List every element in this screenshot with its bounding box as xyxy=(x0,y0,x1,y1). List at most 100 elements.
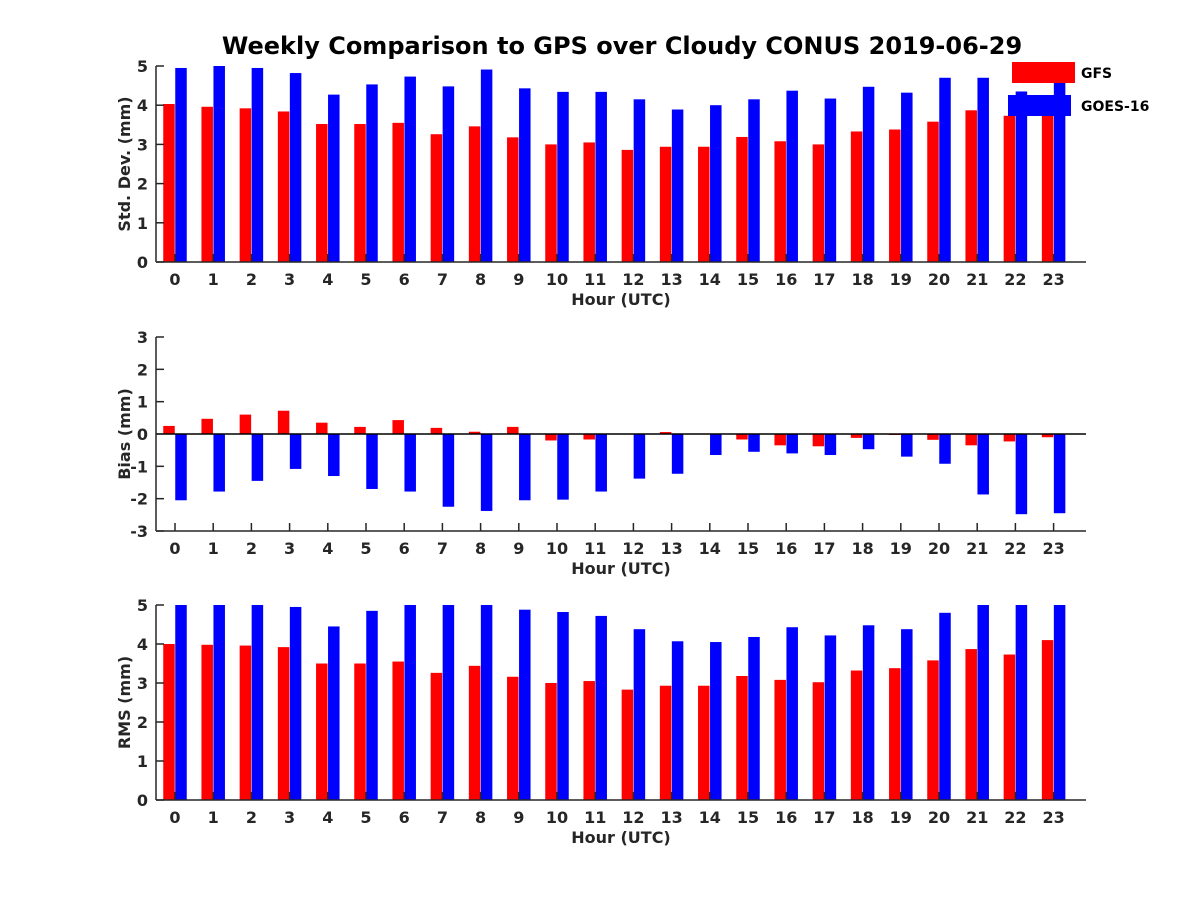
y-tick-label: 1 xyxy=(137,214,148,233)
bar-gfs-23 xyxy=(1041,434,1054,438)
bar-gfs-18 xyxy=(850,434,863,438)
x-tick-label: 18 xyxy=(851,270,873,289)
x-tick-label: 2 xyxy=(246,270,257,289)
bar-goes-16-18 xyxy=(862,434,875,450)
x-tick-label: 21 xyxy=(966,270,988,289)
y-tick-label: 4 xyxy=(137,96,148,115)
x-tick-label: 14 xyxy=(699,539,721,558)
bar-goes-16-9 xyxy=(519,609,531,800)
bar-gfs-6 xyxy=(392,661,404,800)
bar-gfs-23 xyxy=(1041,640,1054,800)
x-tick-label: 9 xyxy=(513,808,524,827)
bar-gfs-19 xyxy=(889,129,901,262)
bar-gfs-21 xyxy=(965,434,977,446)
bar-goes-16-2 xyxy=(251,605,264,800)
y-tick-label: 5 xyxy=(137,57,148,76)
bar-gfs-0 xyxy=(163,644,175,800)
x-tick-label: 2 xyxy=(246,539,257,558)
bar-goes-16-12 xyxy=(633,99,646,262)
bar-gfs-6 xyxy=(392,122,404,262)
bar-gfs-20 xyxy=(927,121,939,262)
bar-gfs-23 xyxy=(1041,115,1054,262)
x-tick-label: 12 xyxy=(622,539,644,558)
x-tick-label: 5 xyxy=(360,539,371,558)
x-tick-label: 16 xyxy=(775,539,797,558)
x-tick-label: 19 xyxy=(890,539,912,558)
bar-goes-16-1 xyxy=(213,605,225,800)
bar-goes-16-13 xyxy=(671,109,684,262)
bar-gfs-21 xyxy=(965,110,977,262)
x-tick-label: 15 xyxy=(737,539,759,558)
bar-goes-16-22 xyxy=(1015,91,1028,262)
x-tick-label: 13 xyxy=(660,808,682,827)
x-tick-label: 7 xyxy=(437,270,448,289)
x-tick-label: 9 xyxy=(513,539,524,558)
y-tick-label: 3 xyxy=(137,135,148,154)
y-tick-label: 0 xyxy=(137,425,148,444)
x-tick-label: 0 xyxy=(169,808,180,827)
bar-goes-16-20 xyxy=(939,612,951,800)
x-tick-label: 12 xyxy=(622,808,644,827)
x-tick-label: 10 xyxy=(546,539,568,558)
bar-goes-16-8 xyxy=(480,434,493,511)
bar-gfs-21 xyxy=(965,649,977,800)
bar-goes-16-23 xyxy=(1053,81,1066,263)
bar-goes-16-16 xyxy=(786,627,798,800)
x-tick-label: 1 xyxy=(208,808,219,827)
x-tick-label: 0 xyxy=(169,539,180,558)
x-axis-label: Hour (UTC) xyxy=(571,559,671,578)
x-axis-label: Hour (UTC) xyxy=(571,290,671,309)
bar-goes-16-15 xyxy=(748,99,760,262)
bar-goes-16-9 xyxy=(519,434,531,501)
bar-gfs-9 xyxy=(507,137,519,262)
x-tick-label: 6 xyxy=(399,270,410,289)
x-tick-label: 5 xyxy=(360,270,371,289)
bar-gfs-4 xyxy=(316,124,328,263)
x-tick-label: 21 xyxy=(966,539,988,558)
bar-gfs-7 xyxy=(430,672,443,800)
bar-gfs-7 xyxy=(430,134,443,262)
bar-gfs-3 xyxy=(277,111,290,262)
x-tick-label: 17 xyxy=(813,270,835,289)
x-tick-label: 11 xyxy=(584,808,606,827)
bar-gfs-11 xyxy=(583,142,595,262)
x-tick-label: 11 xyxy=(584,539,606,558)
x-tick-label: 23 xyxy=(1042,539,1064,558)
x-tick-label: 21 xyxy=(966,808,988,827)
bar-goes-16-8 xyxy=(480,605,493,800)
bar-goes-16-5 xyxy=(366,434,378,489)
x-tick-label: 17 xyxy=(813,808,835,827)
bar-goes-16-17 xyxy=(824,98,837,262)
x-tick-label: 15 xyxy=(737,270,759,289)
x-tick-label: 9 xyxy=(513,270,524,289)
bar-gfs-17 xyxy=(812,434,825,447)
legend-swatch-gfs xyxy=(1012,62,1075,83)
bar-gfs-12 xyxy=(621,689,634,800)
bar-goes-16-16 xyxy=(786,90,798,262)
bar-goes-16-11 xyxy=(595,434,607,492)
x-tick-label: 16 xyxy=(775,808,797,827)
legend: GFS GOES-16 xyxy=(1008,62,1149,116)
bar-gfs-3 xyxy=(277,647,290,800)
x-tick-label: 22 xyxy=(1004,539,1026,558)
x-tick-label: 11 xyxy=(584,270,606,289)
x-tick-label: 20 xyxy=(928,539,950,558)
chart-title: Weekly Comparison to GPS over Cloudy CON… xyxy=(222,32,1022,60)
bar-goes-16-17 xyxy=(824,434,837,456)
bar-gfs-1 xyxy=(201,644,213,800)
bar-gfs-22 xyxy=(1003,654,1016,800)
bar-goes-16-2 xyxy=(251,67,264,263)
y-tick-label: -1 xyxy=(130,457,148,476)
bar-gfs-10 xyxy=(545,434,557,441)
bar-goes-16-19 xyxy=(901,629,913,800)
bar-goes-16-6 xyxy=(404,76,416,262)
bar-gfs-5 xyxy=(354,426,366,434)
bar-goes-16-11 xyxy=(595,91,607,263)
bar-gfs-7 xyxy=(430,427,443,434)
bar-goes-16-6 xyxy=(404,434,416,492)
y-tick-label: 3 xyxy=(137,674,148,693)
x-tick-label: 13 xyxy=(660,539,682,558)
bar-goes-16-7 xyxy=(442,86,455,262)
